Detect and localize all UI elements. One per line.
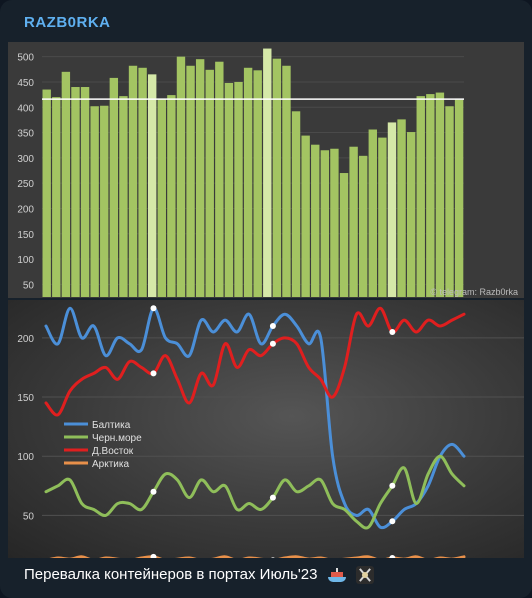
y-tick-label: 200 (17, 334, 34, 345)
legend-label: Арктика (92, 459, 129, 470)
bar (416, 96, 425, 297)
series-marker (389, 328, 396, 335)
bar (445, 106, 454, 297)
bar (397, 119, 406, 297)
y-tick-label: 200 (17, 204, 34, 215)
y-tick-label: 300 (17, 154, 34, 165)
bar (359, 155, 368, 297)
line-chart: 50 100 150 200 Балтика Черн.море Д.Восток Аркти… (8, 300, 524, 558)
bar (311, 144, 320, 297)
y-tick-label: 50 (23, 280, 35, 291)
caption-text: Перевалка контейнеров в портах Июль'23 (24, 566, 318, 583)
bar (263, 48, 272, 297)
y-tick-label: 150 (17, 393, 34, 404)
bar (378, 137, 387, 297)
watermark: © telegram: Razb0rka (430, 287, 518, 297)
legend-label: Черн.море (92, 433, 142, 444)
y-tick-label: 100 (17, 452, 34, 463)
bar (90, 106, 99, 297)
post-caption: Перевалка контейнеров в портах Июль'23 (24, 566, 374, 585)
bar (368, 129, 377, 297)
bar (128, 65, 138, 297)
bar (138, 67, 147, 297)
bar (291, 111, 301, 297)
bar (186, 65, 195, 297)
y-tick-label: 250 (17, 179, 34, 190)
legend-label: Д.Восток (92, 446, 134, 457)
bar (42, 89, 51, 297)
bar (301, 135, 310, 297)
series-marker (271, 557, 275, 558)
y-tick-label: 100 (17, 255, 34, 266)
bar (167, 95, 176, 297)
legend-label: Балтика (92, 420, 131, 431)
y-tick-label: 400 (17, 103, 34, 114)
series-marker (150, 370, 157, 377)
series-marker (150, 305, 157, 312)
bar (195, 59, 205, 298)
series-marker (269, 340, 276, 347)
bar (426, 94, 435, 298)
series-marker (389, 518, 396, 525)
y-tick-label: 350 (17, 129, 34, 140)
series-marker (150, 553, 157, 558)
bar (119, 96, 128, 297)
bar (454, 99, 464, 297)
bar (80, 87, 90, 297)
channel-name[interactable]: RAZB0RKA (24, 14, 111, 31)
bar (157, 99, 166, 298)
bar-chart: 50 100 150 200 250 300 350 400 450 500 © telegram:… (8, 42, 524, 298)
bar (435, 92, 445, 297)
ship-icon (327, 568, 346, 583)
y-tick-label: 150 (17, 230, 34, 241)
series-marker (150, 488, 157, 495)
bar (61, 71, 71, 297)
bar (148, 74, 157, 297)
bar (71, 87, 80, 297)
bar (52, 97, 61, 297)
bar (224, 82, 234, 297)
bar (253, 70, 262, 297)
bar (205, 69, 214, 297)
bar (272, 58, 282, 298)
y-tick-label: 50 (23, 511, 35, 522)
bar (320, 150, 330, 297)
line-chart-svg: 50 100 150 200 Балтика Черн.море Д.Восток Аркти… (17, 305, 524, 558)
bar (109, 77, 119, 297)
y-tick-label: 450 (17, 78, 34, 89)
bar (387, 122, 397, 298)
bar (406, 132, 416, 297)
bar (339, 173, 349, 297)
y-tick-label: 500 (17, 53, 34, 64)
bar (349, 146, 358, 297)
series-marker (269, 494, 276, 501)
pirate-flag-icon (355, 566, 374, 585)
bar (243, 67, 253, 297)
bar-chart-svg: 50 100 150 200 250 300 350 400 450 500 © telegram:… (17, 48, 518, 298)
series-marker (269, 323, 276, 330)
bar (234, 81, 243, 297)
series-marker (389, 482, 396, 489)
bar (100, 105, 109, 297)
bar (176, 56, 186, 298)
bar (330, 148, 339, 297)
series-line (49, 555, 466, 558)
bar (215, 61, 224, 298)
series-line (44, 306, 466, 530)
bar (282, 65, 291, 297)
series-marker (389, 555, 396, 558)
